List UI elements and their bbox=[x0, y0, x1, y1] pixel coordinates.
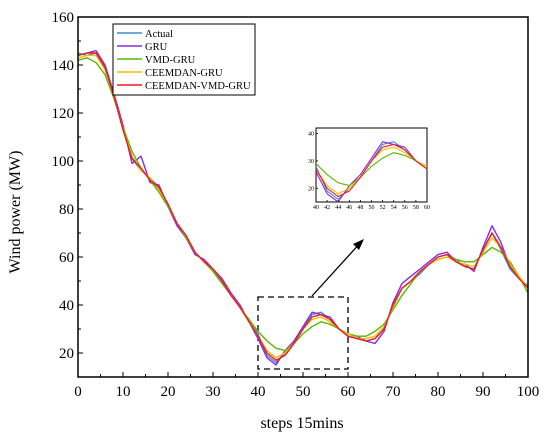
x-tick-label: 0 bbox=[74, 384, 82, 400]
inset-x-tick-label: 60 bbox=[424, 205, 430, 211]
y-tick-label: 80 bbox=[59, 202, 74, 218]
inset-x-tick-label: 44 bbox=[335, 205, 341, 211]
plot-series bbox=[77, 49, 529, 366]
series-line-ceemdan-vmd-gru bbox=[77, 52, 529, 361]
legend: Actual GRU VMD-GRU CEEMDAN-GRU CEEMDAN-VMD-G… bbox=[112, 23, 256, 96]
legend-label: CEEMDAN-VMD-GRU bbox=[145, 81, 251, 92]
series-line-actual bbox=[77, 52, 529, 364]
zoom-arrow-head bbox=[353, 239, 364, 250]
x-tick-label: 100 bbox=[517, 384, 540, 400]
inset-x-tick-label: 42 bbox=[324, 205, 330, 211]
zoom-region-box bbox=[257, 296, 349, 370]
x-tick-label: 80 bbox=[431, 384, 446, 400]
y-axis-title: Wind power (MW) bbox=[7, 151, 24, 274]
legend-label: VMD-GRU bbox=[145, 55, 196, 66]
inset-series-line-vmd-gru bbox=[315, 152, 428, 187]
legend-label: CEEMDAN-GRU bbox=[145, 68, 223, 79]
inset-x-tick-label: 48 bbox=[357, 205, 363, 211]
x-tick-label: 40 bbox=[251, 384, 266, 400]
legend-label: Actual bbox=[145, 29, 173, 40]
inset-x-tick-label: 56 bbox=[402, 205, 408, 211]
inset-y-tick-label: 30 bbox=[308, 159, 314, 165]
inset-frame bbox=[315, 127, 428, 203]
x-tick-label: 20 bbox=[161, 384, 176, 400]
y-tick-label: 100 bbox=[52, 154, 75, 170]
x-tick-label: 60 bbox=[341, 384, 356, 400]
y-tick-label: 60 bbox=[59, 250, 74, 266]
inset-x-tick-label: 46 bbox=[346, 205, 352, 211]
x-tick-label: 70 bbox=[386, 384, 401, 400]
legend-label: GRU bbox=[145, 42, 168, 53]
inset-y-tick-label: 40 bbox=[308, 131, 314, 137]
x-tick-label: 50 bbox=[296, 384, 311, 400]
inset-series-line-gru bbox=[315, 141, 428, 203]
x-axis-title: steps 15mins bbox=[260, 415, 343, 432]
series-line-ceemdan-gru bbox=[77, 54, 529, 359]
zoom-arrow bbox=[311, 240, 363, 297]
inset-x-tick-label: 54 bbox=[391, 205, 397, 211]
zoom-region bbox=[257, 239, 364, 370]
inset-chart: 40 42 44 46 48 50 52 54 56 58 60 20 30 40 bbox=[308, 127, 430, 211]
inset-series-line-ceemdan-vmd-gru bbox=[315, 143, 428, 198]
inset-x-tick-label: 58 bbox=[413, 205, 419, 211]
inset-x-tick-label: 52 bbox=[380, 205, 386, 211]
y-tick-label: 160 bbox=[52, 10, 75, 26]
y-tick-label: 140 bbox=[52, 58, 75, 74]
y-tick-label: 120 bbox=[52, 106, 75, 122]
series-line-gru bbox=[77, 49, 529, 366]
x-tick-label: 30 bbox=[206, 384, 221, 400]
series-line-vmd-gru bbox=[77, 57, 529, 352]
x-tick-label: 10 bbox=[116, 384, 131, 400]
inset-x-tick-label: 50 bbox=[369, 205, 375, 211]
y-tick-label: 20 bbox=[59, 346, 74, 362]
axes: 0 10 20 30 40 50 60 70 80 90 100 20 40 60 80 100 120 140 1… bbox=[52, 10, 540, 400]
inset-y-tick-label: 20 bbox=[308, 186, 314, 192]
y-tick-label: 40 bbox=[59, 298, 74, 314]
inset-x-tick-label: 40 bbox=[313, 205, 319, 211]
x-tick-label: 90 bbox=[476, 384, 491, 400]
